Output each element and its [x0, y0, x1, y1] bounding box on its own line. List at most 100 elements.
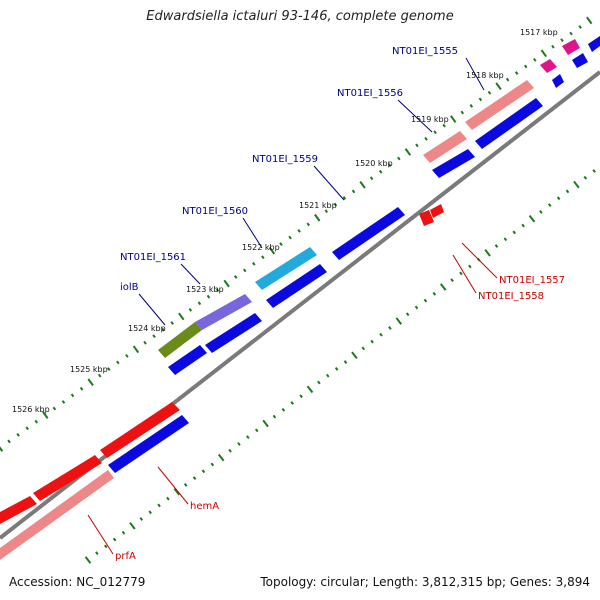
reverse-genes [0, 36, 600, 560]
inner-scale-tick-21 [272, 414, 277, 419]
gene-pink-small [540, 59, 557, 73]
outer-scale-tick-59 [533, 57, 537, 62]
scale-label-1525: 1525 kbp [70, 365, 108, 374]
inner-scale-tick-31 [361, 346, 366, 351]
outer-scale-ticks [0, 16, 593, 452]
outer-scale-tick-4 [34, 419, 39, 424]
inner-scale-tick-54 [565, 189, 570, 194]
inner-scale-tick-29 [343, 360, 348, 364]
gene-NT01EI_1556 [423, 131, 467, 163]
inner-scale-tick-53 [556, 196, 561, 201]
leader-NT01EI_1556 [397, 99, 433, 133]
inner-scale-tick-28 [334, 367, 339, 371]
inner-scale-tick-38 [423, 298, 428, 303]
outer-scale-tick-53 [478, 97, 483, 102]
outer-scale-tick-61 [551, 44, 555, 49]
inner-scale-tick-43 [468, 264, 472, 269]
leader-NT01EI_1557 [461, 242, 498, 279]
leader-NT01EI_1560 [242, 217, 263, 249]
topology-label: Topology: circular; Length: 3,812,315 bp… [260, 575, 590, 589]
gene-NT01EI_1560 [255, 247, 317, 290]
outer-scale-tick-5 [42, 411, 49, 419]
scale-label-1523: 1523 kbp [186, 285, 224, 294]
inner-scale-tick-13 [201, 469, 206, 474]
outer-scale-tick-54 [487, 90, 492, 95]
inner-scale-tick-14 [210, 462, 215, 467]
label-NT01EI_1556: NT01EI_1556 [337, 88, 403, 99]
outer-scale-tick-15 [132, 345, 140, 354]
outer-scale-tick-8 [70, 393, 75, 398]
scale-label-1519: 1519 kbp [411, 115, 449, 124]
outer-scale-tick-21 [188, 307, 193, 312]
outer-scale-tick-1 [7, 439, 11, 444]
inner-scale-tick-35 [395, 317, 403, 325]
inner-scale-tick-26 [317, 380, 321, 385]
inner-scale-tick-56 [583, 175, 588, 180]
gene-red-left [0, 496, 37, 524]
outer-scale-tick-14 [125, 354, 129, 358]
inner-scale-tick-19 [254, 428, 259, 433]
outer-scale-tick-42 [378, 169, 383, 174]
gene-blue-8 [572, 53, 588, 68]
inner-scale-tick-46 [494, 244, 499, 248]
outer-scale-tick-64 [578, 25, 582, 29]
outer-scale-tick-36 [324, 209, 329, 214]
inner-scale-tick-34 [388, 326, 392, 330]
gene-NT01EI_1557 [430, 204, 444, 218]
label-NT01EI_1559: NT01EI_1559 [252, 154, 318, 165]
leader-NT01EI_1559 [313, 165, 345, 201]
inner-scale-tick-30 [351, 351, 358, 360]
inner-scale-tick-25 [306, 385, 314, 394]
label-hemA: hemA [190, 501, 219, 512]
inner-scale-tick-52 [547, 203, 552, 207]
inner-scale-tick-3 [112, 537, 117, 542]
gene-iolB [158, 322, 202, 358]
outer-scale-tick-23 [206, 294, 211, 299]
leader-iolB [138, 293, 166, 326]
outer-scale-tick-6 [52, 406, 57, 411]
outer-scale-tick-34 [306, 222, 310, 227]
inner-scale-tick-10 [173, 487, 181, 496]
outer-scale-tick-32 [288, 235, 292, 240]
leader-NT01EI_1561 [180, 263, 201, 285]
inner-scale-tick-27 [325, 373, 330, 378]
outer-scale-tick-30 [268, 246, 276, 255]
label-NT01EI_1558: NT01EI_1558 [478, 291, 544, 302]
gene-prfA [0, 470, 114, 560]
inner-scale-tick-55 [573, 180, 580, 189]
label-prfA: prfA [115, 551, 136, 562]
inner-scale-tick-23 [290, 401, 295, 405]
inner-scale-tick-18 [246, 435, 250, 440]
outer-scale-tick-55 [495, 82, 502, 91]
outer-scale-tick-16 [143, 340, 147, 345]
outer-scale-tick-44 [397, 156, 401, 161]
inner-scale-tick-9 [166, 496, 170, 501]
inner-scale-tick-22 [281, 407, 286, 412]
inner-scale-tick-49 [521, 223, 525, 228]
outer-scale-tick-62 [560, 38, 564, 43]
gene-red-far [33, 455, 102, 501]
gene-hemA-blue [108, 415, 189, 473]
label-leader-lines [87, 57, 498, 555]
outer-scale-tick-13 [116, 360, 120, 365]
outer-scale-tick-37 [333, 202, 338, 207]
leader-NT01EI_1558 [452, 254, 477, 294]
scale-label-1524: 1524 kbp [128, 324, 166, 333]
accession-label: Accession: NC_012779 [9, 575, 146, 589]
scale-label-1526: 1526 kbp [12, 405, 50, 414]
outer-scale-tick-24 [215, 288, 220, 292]
gene-NT01EI_1558 [419, 210, 434, 226]
gene-blue-7 [552, 74, 564, 88]
inner-scale-tick-47 [503, 237, 508, 242]
outer-scale-tick-52 [469, 104, 474, 108]
inner-scale-tick-41 [450, 278, 454, 283]
outer-scale-tick-22 [197, 301, 202, 306]
outer-scale-tick-57 [514, 71, 519, 75]
outer-scale-tick-65 [586, 16, 593, 25]
label-NT01EI_1557: NT01EI_1557 [499, 275, 565, 286]
gene-NT01EI_1561 [195, 294, 252, 330]
outer-scale-tick-19 [170, 321, 174, 325]
inner-scale-tick-15 [217, 453, 225, 462]
scale-label-1518: 1518 kbp [466, 71, 504, 80]
scale-label-1521: 1521 kbp [299, 201, 337, 210]
